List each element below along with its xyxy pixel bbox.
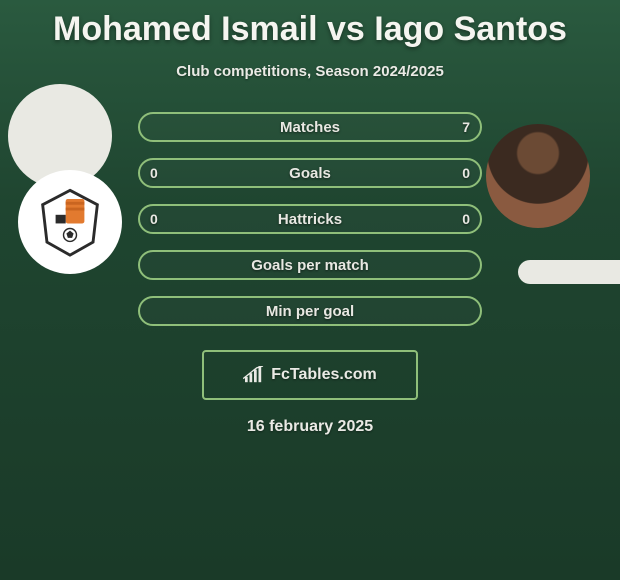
- stat-left-value: 0: [150, 165, 158, 181]
- club-badge-icon: [34, 186, 106, 258]
- stat-right-value: 7: [462, 119, 470, 135]
- player-left-club-badge: [18, 170, 122, 274]
- stat-left-value: 0: [150, 211, 158, 227]
- comparison-subtitle: Club competitions, Season 2024/2025: [0, 63, 620, 80]
- player-right-club-pill: [518, 260, 620, 284]
- player-right-avatar: [486, 124, 590, 228]
- stat-label: Matches: [280, 119, 340, 136]
- stats-list: Matches 7 0 Goals 0 0 Hattricks 0 Goals …: [138, 112, 482, 326]
- comparison-title: Mohamed Ismail vs Iago Santos: [0, 0, 620, 49]
- stat-row-min-per-goal: Min per goal: [138, 296, 482, 326]
- stat-label: Min per goal: [266, 303, 354, 320]
- snapshot-date: 16 february 2025: [0, 418, 620, 436]
- stat-right-value: 0: [462, 211, 470, 227]
- stat-right-value: 0: [462, 165, 470, 181]
- bar-chart-icon: [243, 366, 265, 384]
- stat-row-goals: 0 Goals 0: [138, 158, 482, 188]
- brand-watermark: FcTables.com: [202, 350, 418, 400]
- stat-label: Hattricks: [278, 211, 342, 228]
- stat-label: Goals per match: [251, 257, 369, 274]
- stat-row-hattricks: 0 Hattricks 0: [138, 204, 482, 234]
- brand-text: FcTables.com: [271, 366, 377, 384]
- stat-row-matches: Matches 7: [138, 112, 482, 142]
- stat-label: Goals: [289, 165, 331, 182]
- stat-row-goals-per-match: Goals per match: [138, 250, 482, 280]
